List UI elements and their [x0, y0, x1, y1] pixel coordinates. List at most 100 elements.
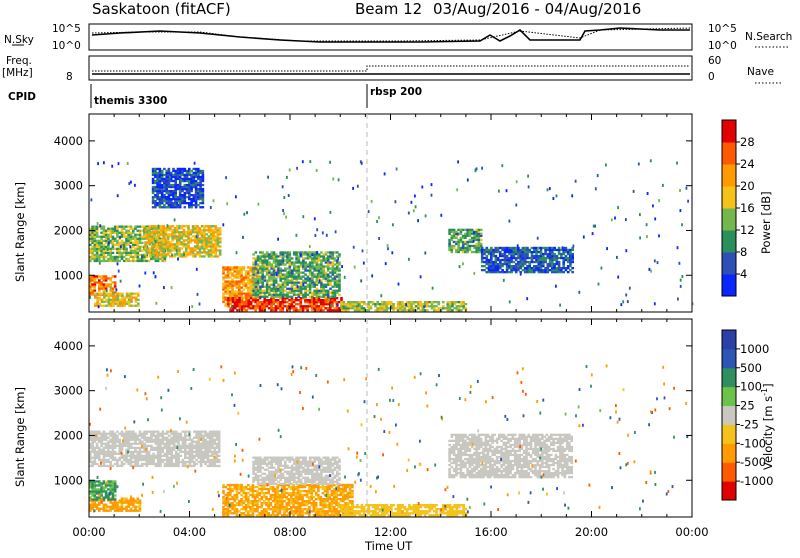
heatmap-cell — [199, 170, 202, 172]
heatmap-cell — [542, 261, 545, 263]
heatmap-cell — [478, 248, 480, 251]
heatmap-cell — [146, 465, 149, 467]
heatmap-cell — [279, 269, 282, 271]
heatmap-cell — [322, 265, 325, 267]
heatmap-cell — [186, 447, 189, 449]
heatmap-cell — [157, 459, 160, 461]
heatmap-cell — [154, 200, 157, 202]
heatmap-cell — [236, 498, 239, 500]
heatmap-cell — [273, 251, 276, 253]
heatmap-cell — [202, 188, 205, 190]
heatmap-cell — [282, 296, 285, 298]
heatmap-cell — [519, 265, 522, 267]
nsearch-tick-bottom: 10^0 — [708, 40, 737, 52]
heatmap-cell — [231, 289, 234, 291]
heatmap-cell — [119, 305, 122, 307]
heatmap-cell — [105, 295, 108, 297]
heatmap-cell — [217, 235, 220, 237]
heatmap-cell — [499, 251, 502, 253]
heatmap-cell — [160, 253, 163, 255]
heatmap-cell — [109, 510, 112, 512]
heatmap-cell — [329, 263, 332, 265]
heatmap-cell — [182, 443, 185, 445]
heatmap-cell — [236, 488, 239, 490]
heatmap-cell — [141, 435, 144, 437]
heatmap-cell — [112, 246, 115, 248]
heatmap-cell — [159, 188, 162, 190]
heatmap-cell — [179, 182, 182, 184]
heatmap-cell — [392, 303, 395, 305]
heatmap-cell — [217, 231, 220, 233]
y-tick-label: 3000 — [54, 179, 83, 193]
heatmap-cell — [148, 260, 151, 262]
heatmap-cell — [182, 441, 185, 443]
heatmap-cell — [217, 249, 220, 251]
heatmap-cell — [178, 255, 181, 257]
heatmap-cell — [112, 287, 115, 289]
heatmap-cell — [329, 272, 332, 274]
heatmap-cell — [194, 231, 197, 233]
heatmap-cell — [168, 461, 171, 463]
heatmap-cell — [302, 272, 305, 274]
heatmap-cell — [135, 299, 138, 301]
heatmap-cell — [118, 459, 121, 461]
heatmap-cell — [213, 441, 216, 443]
heatmap-cell — [193, 168, 196, 170]
heatmap-cell — [334, 290, 337, 292]
heatmap-cell — [569, 263, 572, 265]
heatmap-cell — [440, 214, 442, 217]
heatmap-cell — [196, 225, 199, 227]
heatmap-cell — [112, 453, 115, 455]
heatmap-cell — [483, 269, 486, 271]
heatmap-cell — [146, 459, 149, 461]
heatmap-cell — [94, 297, 97, 299]
heatmap-cell — [279, 253, 282, 255]
heatmap-cell — [320, 290, 323, 292]
heatmap-cell — [205, 251, 208, 253]
heatmap-cell — [304, 290, 307, 292]
heatmap-cell — [216, 443, 219, 445]
heatmap-cell — [460, 229, 463, 231]
heatmap-cell — [254, 301, 257, 303]
heatmap-cell — [112, 295, 115, 297]
heatmap-cell — [100, 242, 103, 244]
heatmap-cell — [170, 194, 173, 196]
heatmap-cell — [556, 259, 559, 261]
heatmap-cell — [141, 437, 144, 439]
heatmap-cell — [231, 506, 234, 508]
heatmap-cell — [231, 502, 234, 504]
heatmap-cell — [153, 271, 155, 274]
colorbar-tick-label: 20 — [740, 179, 755, 193]
heatmap-cell — [184, 198, 187, 200]
heatmap-cell — [134, 457, 137, 459]
heatmap-cell — [236, 514, 239, 516]
heatmap-cell — [112, 439, 115, 441]
heatmap-cell — [475, 249, 478, 251]
heatmap-cell — [322, 284, 325, 286]
heatmap-cell — [149, 253, 152, 255]
heatmap-cell — [249, 295, 252, 297]
heatmap-cell — [243, 303, 246, 305]
heatmap-cell — [170, 190, 173, 192]
heatmap-cell — [302, 307, 305, 309]
heatmap-cell — [186, 457, 189, 459]
heatmap-cell — [231, 488, 234, 490]
heatmap-cell — [219, 239, 222, 241]
heatmap-cell — [103, 161, 105, 164]
heatmap-cell — [174, 188, 177, 190]
heatmap-cell — [259, 290, 262, 292]
heatmap-cell — [680, 279, 682, 282]
heatmap-cell — [334, 296, 337, 298]
heatmap-cell — [282, 251, 285, 253]
heatmap-cell — [209, 461, 212, 463]
heatmap-cell — [246, 211, 248, 214]
heatmap-cell — [141, 226, 144, 228]
heatmap-cell — [531, 247, 534, 249]
heatmap-cell — [282, 274, 285, 276]
heatmap-cell — [159, 200, 162, 202]
heatmap-cell — [284, 251, 286, 254]
heatmap-cell — [499, 261, 502, 263]
heatmap-cell — [189, 451, 192, 453]
heatmap-cell — [165, 233, 168, 235]
heatmap-cell — [481, 251, 484, 253]
